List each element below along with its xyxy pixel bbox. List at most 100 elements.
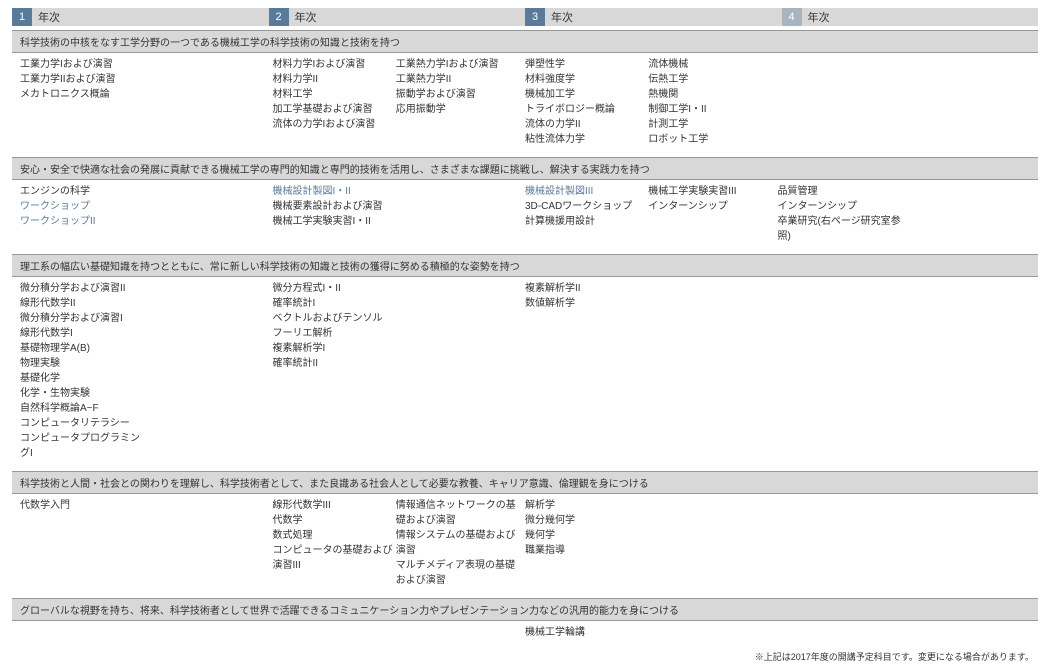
course-col-y1: 代数学入門	[20, 498, 273, 588]
course-item: インターンシップ	[648, 199, 771, 214]
course-item: 基礎物理学A(B)	[20, 341, 143, 356]
course-col-y1: エンジンの科学ワークショップワークショップII	[20, 184, 273, 244]
course-item: 化学・生物実験	[20, 386, 143, 401]
course-item: 代数学	[273, 513, 396, 528]
course-item: 材料力学II	[273, 72, 396, 87]
course-col-y1: 工業力学Iおよび演習工業力学IIおよび演習メカトロニクス概論	[20, 57, 273, 147]
course-item: メカトロニクス概論	[20, 87, 143, 102]
footnote: ※上記は2017年度の開講予定科目です。変更になる場合があります。	[12, 650, 1038, 663]
course-row: エンジンの科学ワークショップワークショップII機械設計製図I・II機械要素設計お…	[12, 180, 1038, 250]
course-row: 微分積分学および演習II線形代数学II微分積分学および演習I線形代数学I基礎物理…	[12, 277, 1038, 467]
course-col-y3: 解析学微分幾何学幾何学職業指導	[525, 498, 778, 588]
course-item: 職業指導	[525, 543, 648, 558]
course-item: 機械要素設計および演習	[273, 199, 396, 214]
course-item: 品質管理	[778, 184, 901, 199]
course-item: 情報システムの基礎および演習	[396, 528, 519, 558]
course-item: ワークショップ	[20, 199, 143, 214]
course-item: 幾何学	[525, 528, 648, 543]
course-item: 工業力学IIおよび演習	[20, 72, 143, 87]
year-num-2: 2	[269, 8, 289, 26]
course-item: 機械設計製図III	[525, 184, 648, 199]
category-header: グローバルな視野を持ち、将来、科学技術者として世界で活躍できるコミュニケーション…	[12, 598, 1038, 621]
course-col-y3: 複素解析学II数値解析学	[525, 281, 778, 461]
course-item: コンピュータの基礎および演習III	[273, 543, 396, 573]
course-item: 材料強度学	[525, 72, 648, 87]
course-item: 確率統計I	[273, 296, 396, 311]
course-row: 機械工学輪講	[12, 621, 1038, 646]
course-item: 線形代数学III	[273, 498, 396, 513]
course-item: コンピュータプログラミングI	[20, 431, 143, 461]
course-item: 粘性流体力学	[525, 132, 648, 147]
course-col-y1	[20, 625, 273, 640]
year-col-2: 2 年次	[269, 8, 526, 26]
course-col-y4	[778, 57, 1031, 147]
course-item: 加工学基礎および演習	[273, 102, 396, 117]
course-item: 工業熱力学Iおよび演習	[396, 57, 519, 72]
course-item: 振動学および演習	[396, 87, 519, 102]
course-item: 流体の力学II	[525, 117, 648, 132]
course-item: マルチメディア表現の基礎および演習	[396, 558, 519, 588]
course-item: ロボット工学	[648, 132, 771, 147]
course-item: 工業力学Iおよび演習	[20, 57, 143, 72]
course-col-y1: 微分積分学および演習II線形代数学II微分積分学および演習I線形代数学I基礎物理…	[20, 281, 273, 461]
course-item: 複素解析学II	[525, 281, 648, 296]
course-item: 応用振動学	[396, 102, 519, 117]
category-header: 理工系の幅広い基礎知識を持つとともに、常に新しい科学技術の知識と技術の獲得に努め…	[12, 254, 1038, 277]
course-item: 流体の力学Iおよび演習	[273, 117, 396, 132]
course-item: 計測工学	[648, 117, 771, 132]
course-item: 微分積分学および演習II	[20, 281, 143, 296]
category-header: 科学技術と人間・社会との関わりを理解し、科学技術者として、また良識ある社会人とし…	[12, 471, 1038, 494]
course-col-y2	[273, 625, 526, 640]
course-item: 微分積分学および演習I	[20, 311, 143, 326]
course-item: コンピュータリテラシー	[20, 416, 143, 431]
course-item: 機械工学輪講	[525, 625, 648, 640]
year-col-3: 3 年次	[525, 8, 782, 26]
course-item: 数式処理	[273, 528, 396, 543]
course-item: 数値解析学	[525, 296, 648, 311]
course-col-y2: 材料力学Iおよび演習材料力学II材料工学加工学基礎および演習流体の力学Iおよび演…	[273, 57, 526, 147]
course-item: 材料力学Iおよび演習	[273, 57, 396, 72]
course-item: 計算機援用設計	[525, 214, 648, 229]
course-item: 自然科学概論A~F	[20, 401, 143, 416]
course-item: 制御工学I・II	[648, 102, 771, 117]
course-col-y3: 弾塑性学材料強度学機械加工学トライボロジー概論流体の力学II粘性流体力学流体機械…	[525, 57, 778, 147]
year-num-1: 1	[12, 8, 32, 26]
course-item: エンジンの科学	[20, 184, 143, 199]
category-header: 安心・安全で快適な社会の発展に貢献できる機械工学の専門的知識と専門的技術を活用し…	[12, 157, 1038, 180]
course-row: 代数学入門線形代数学III代数学数式処理コンピュータの基礎および演習III情報通…	[12, 494, 1038, 594]
course-item: 基礎化学	[20, 371, 143, 386]
course-item: 伝熱工学	[648, 72, 771, 87]
course-item: 解析学	[525, 498, 648, 513]
year-label-1: 年次	[32, 9, 60, 25]
course-item: 機械設計製図I・II	[273, 184, 396, 199]
category-header: 科学技術の中核をなす工学分野の一つである機械工学の科学技術の知識と技術を持つ	[12, 30, 1038, 53]
year-col-1: 1 年次	[12, 8, 269, 26]
course-item: 機械工学実験実習I・II	[273, 214, 396, 229]
course-item: 機械加工学	[525, 87, 648, 102]
course-item: 工業熱力学II	[396, 72, 519, 87]
course-col-y2: 微分方程式I・II確率統計Iベクトルおよびテンソルフーリエ解析複素解析学I確率統…	[273, 281, 526, 461]
course-col-y4	[778, 625, 1031, 640]
course-item: 複素解析学I	[273, 341, 396, 356]
year-label-4: 年次	[802, 9, 830, 25]
year-num-4: 4	[782, 8, 802, 26]
course-col-y4	[778, 281, 1031, 461]
course-item: 流体機械	[648, 57, 771, 72]
course-item: 線形代数学I	[20, 326, 143, 341]
year-col-4: 4 年次	[782, 8, 1039, 26]
course-item: 微分方程式I・II	[273, 281, 396, 296]
course-row: 工業力学Iおよび演習工業力学IIおよび演習メカトロニクス概論材料力学Iおよび演習…	[12, 53, 1038, 153]
course-item: 3D-CADワークショップ	[525, 199, 648, 214]
course-col-y4	[778, 498, 1031, 588]
course-col-y2: 機械設計製図I・II機械要素設計および演習機械工学実験実習I・II	[273, 184, 526, 244]
course-item: 情報通信ネットワークの基礎および演習	[396, 498, 519, 528]
course-item: 材料工学	[273, 87, 396, 102]
course-item: インターンシップ	[778, 199, 901, 214]
course-col-y2: 線形代数学III代数学数式処理コンピュータの基礎および演習III情報通信ネットワ…	[273, 498, 526, 588]
course-item: フーリエ解析	[273, 326, 396, 341]
course-item: 物理実験	[20, 356, 143, 371]
year-label-2: 年次	[289, 9, 317, 25]
course-col-y4: 品質管理インターンシップ卒業研究(右ページ研究室参照)	[778, 184, 1031, 244]
course-item: ベクトルおよびテンソル	[273, 311, 396, 326]
course-item: ワークショップII	[20, 214, 143, 229]
